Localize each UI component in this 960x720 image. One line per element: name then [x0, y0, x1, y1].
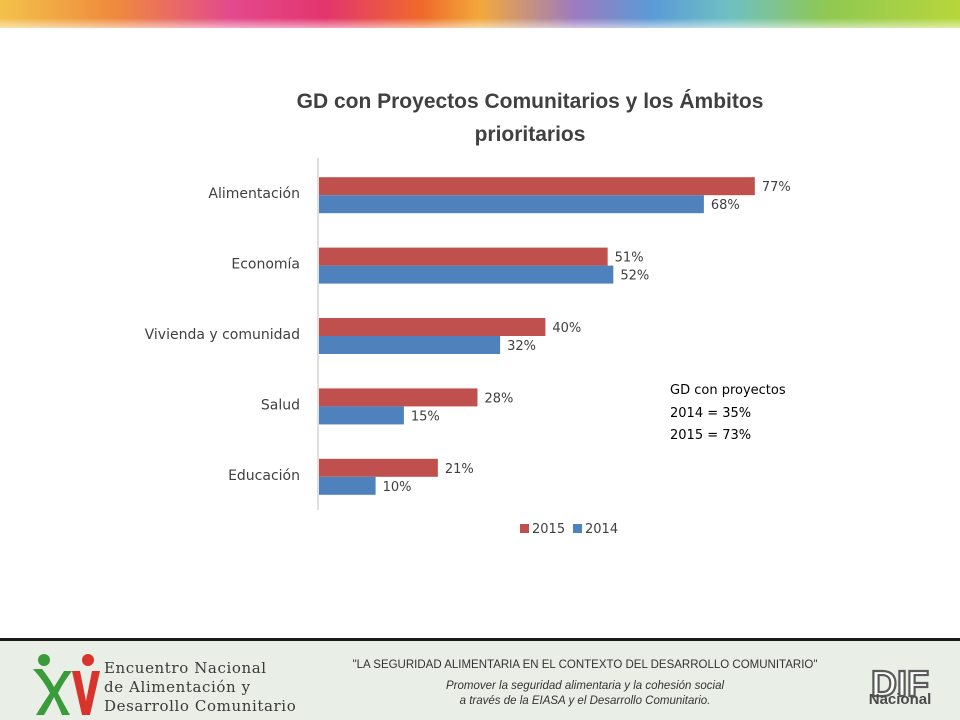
legend-label-2015: 2015 — [532, 522, 565, 537]
bar-chart: GD con Proyectos Comunitarios y los Ámbi… — [145, 90, 791, 537]
bar-2015-4 — [319, 388, 478, 407]
dif-logo: DIF — [870, 662, 930, 705]
chart-title-line-2: prioritarios — [475, 123, 586, 146]
category-label: Salud — [261, 397, 300, 413]
xv-event-logo — [33, 654, 100, 715]
event-name-line-3: Desarrollo Comunitario — [104, 697, 297, 715]
tagline-line-2: a través de la EIASA y el Desarrollo Com… — [459, 695, 711, 707]
bar-2014-2 — [319, 265, 614, 284]
tagline-line-1: Promover la seguridad alimentaria y la c… — [445, 680, 725, 692]
footer-banner: Encuentro Nacional de Alimentación y Des… — [0, 638, 960, 720]
bar-2015-3 — [319, 318, 546, 336]
chart-title-line-1: GD con Proyectos Comunitarios y los Ámbi… — [297, 90, 764, 113]
bar-2014-3 — [319, 336, 501, 354]
dif-nacional-label: Nacional — [868, 691, 932, 708]
decorative-band-fade — [0, 18, 960, 28]
legend: 2015 2014 — [520, 522, 618, 537]
category-label: Educación — [228, 468, 300, 484]
data-label: 51% — [615, 251, 644, 266]
data-label: 21% — [445, 462, 474, 477]
bar-2015-2 — [319, 247, 608, 266]
event-slogan: "LA SEGURIDAD ALIMENTARIA EN EL CONTEXTO… — [352, 659, 818, 671]
bar-2014-1 — [319, 195, 704, 214]
legend-swatch-2015 — [520, 524, 529, 533]
data-label: 10% — [383, 480, 412, 495]
dif-logo-text: DIF — [871, 663, 929, 704]
data-label: 28% — [484, 391, 513, 406]
event-name-line-2: de Alimentación y — [104, 678, 251, 696]
data-label: 32% — [507, 339, 536, 354]
bar-2014-5 — [319, 476, 376, 495]
data-label: 77% — [762, 180, 791, 195]
bar-2015-1 — [319, 177, 755, 196]
category-label: Economía — [231, 257, 300, 273]
note-line-2015: 2015 = 73% — [670, 428, 752, 443]
category-label: Vivienda y comunidad — [145, 327, 300, 343]
bar-2015-5 — [319, 458, 438, 477]
note-line-2014: 2014 = 35% — [670, 406, 752, 421]
event-name-line-1: Encuentro Nacional — [104, 659, 267, 677]
data-label: 40% — [552, 321, 581, 336]
data-label: 68% — [711, 198, 740, 213]
bars-layer: Alimentación 77% 68% Economía 51% 52% Vivienda… — [145, 177, 791, 495]
legend-swatch-2014 — [573, 524, 582, 533]
note-line-title: GD con proyectos — [670, 383, 786, 398]
data-label: 15% — [411, 409, 440, 424]
bar-2014-4 — [319, 406, 404, 425]
category-label: Alimentación — [208, 186, 300, 202]
legend-label-2014: 2014 — [585, 522, 618, 537]
data-label: 52% — [620, 269, 649, 284]
